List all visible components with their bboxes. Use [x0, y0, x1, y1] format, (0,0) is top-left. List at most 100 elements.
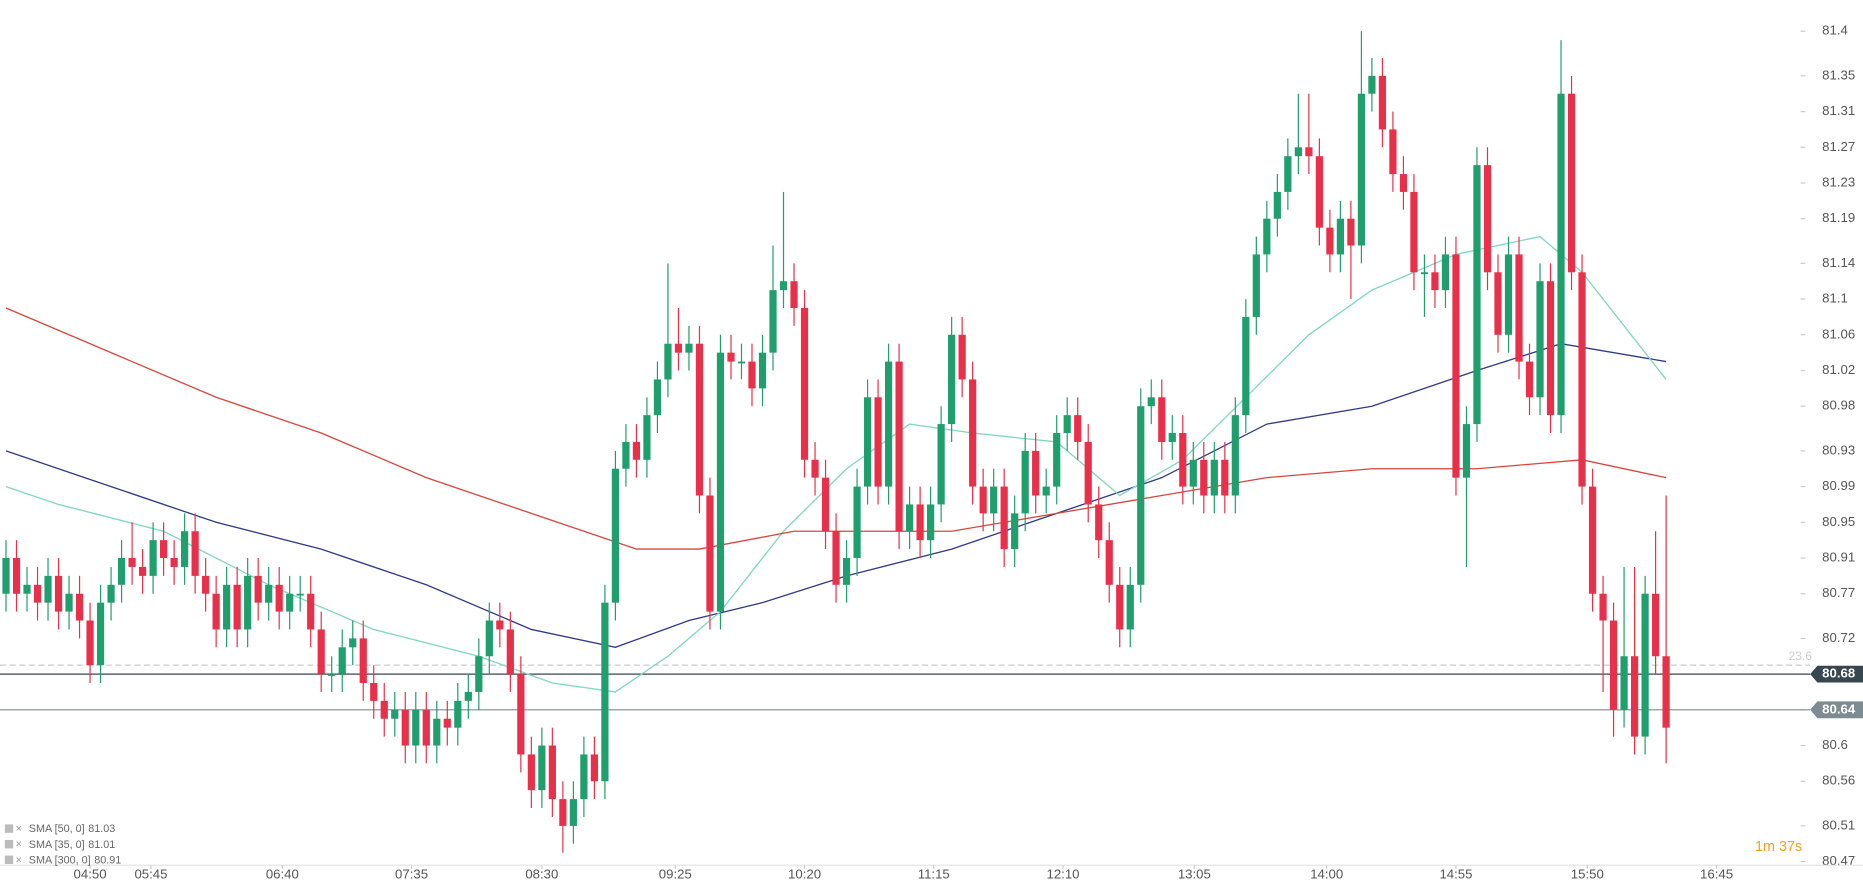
candle-body — [527, 754, 535, 791]
candle-body — [307, 593, 315, 630]
candle-body — [1305, 147, 1313, 157]
candle-body — [328, 674, 336, 676]
y-tick-label: 80.77 — [1822, 585, 1855, 600]
candle-body — [317, 629, 325, 675]
candle-body — [769, 290, 777, 353]
x-tick-label: 14:55 — [1439, 866, 1472, 881]
candle-body — [790, 281, 798, 308]
candle-body — [117, 558, 126, 585]
y-tick-label: 80.99 — [1822, 478, 1855, 493]
y-tick-label: 80.56 — [1822, 773, 1855, 788]
sma-line — [5, 307, 1667, 550]
x-tick-label: 15:50 — [1571, 866, 1604, 881]
candle-body — [927, 504, 935, 541]
candle-body — [86, 620, 94, 666]
candle-body — [496, 620, 504, 630]
candle-body — [653, 379, 662, 416]
candle-body — [1347, 218, 1355, 246]
y-tick-label: 80.47 — [1822, 853, 1855, 868]
candle-body — [706, 495, 714, 612]
candle-body — [1368, 75, 1376, 94]
candle-body — [12, 558, 21, 594]
price-tag — [1810, 665, 1863, 683]
candle-body — [664, 343, 672, 380]
candle-body — [1336, 218, 1344, 255]
candle-body — [1116, 584, 1124, 630]
candle-body — [1242, 316, 1250, 416]
candle-body — [674, 343, 683, 353]
candle-body — [895, 361, 903, 532]
legend-entry: SMA [50, 0] 81.03 — [29, 823, 115, 835]
x-tick-label: 05:45 — [134, 866, 167, 881]
candle-body — [727, 352, 735, 362]
candle-body — [1662, 656, 1670, 728]
candle-body — [23, 584, 31, 594]
candle-body — [443, 718, 451, 728]
candle-body — [475, 656, 483, 692]
candle-body — [1021, 450, 1029, 514]
candle-body — [1137, 406, 1145, 585]
candle-body — [948, 334, 956, 425]
legend-close: × — [16, 823, 22, 835]
candle-body — [1515, 254, 1523, 362]
y-tick-label: 81.02 — [1822, 362, 1855, 377]
x-tick-label: 11:15 — [918, 866, 950, 881]
candle-body — [1189, 459, 1197, 487]
candle-body — [1620, 656, 1628, 710]
candle-body — [296, 593, 304, 596]
candle-body — [1588, 486, 1597, 594]
candle-body — [1483, 165, 1492, 273]
candle-body — [1557, 93, 1565, 416]
candle-body — [1210, 459, 1218, 496]
candle-body — [1630, 656, 1639, 737]
candle-body — [485, 620, 493, 657]
candle-body — [1252, 254, 1260, 317]
y-tick-label: 81.19 — [1822, 210, 1855, 225]
candle-body — [632, 441, 641, 460]
candle-body — [349, 638, 357, 648]
legend-icon — [4, 855, 14, 864]
candle-body — [1074, 415, 1082, 442]
candle-body — [1410, 191, 1418, 273]
candle-body — [1389, 129, 1397, 175]
candle-body — [1578, 272, 1586, 487]
candle-body — [1326, 227, 1334, 255]
candle-body — [1231, 415, 1239, 496]
candle-body — [1567, 93, 1576, 273]
y-tick-label: 81.14 — [1822, 255, 1855, 270]
candle-body — [1284, 156, 1292, 192]
sma-line — [5, 235, 1667, 693]
candle-body — [937, 424, 945, 505]
candle-body — [906, 504, 914, 532]
candle-body — [1221, 459, 1229, 496]
x-tick-label: 06:40 — [266, 866, 299, 881]
price-tag-label: 80.64 — [1822, 701, 1856, 716]
y-tick-label: 81.4 — [1822, 23, 1848, 38]
candle-body — [979, 486, 987, 514]
candle-body — [1462, 424, 1471, 478]
legend-close: × — [16, 854, 22, 866]
candle-body — [969, 379, 977, 487]
candle-body — [1546, 281, 1555, 416]
candle-body — [737, 361, 746, 364]
candle-body — [853, 486, 861, 559]
candle-body — [506, 629, 514, 675]
x-tick-label: 08:30 — [525, 866, 558, 881]
candle-body — [821, 477, 830, 532]
candle-body — [254, 575, 262, 603]
y-tick-label: 81.35 — [1822, 67, 1855, 82]
legend-name: SMA [35, 0] — [29, 839, 85, 851]
candle-body — [884, 361, 893, 487]
candle-body — [758, 352, 767, 389]
legend-value: 81.01 — [88, 839, 115, 851]
candle-body — [265, 584, 273, 603]
candle-body — [75, 593, 84, 621]
legend-entry: SMA [300, 0] 80.91 — [29, 854, 121, 866]
candle-body — [44, 575, 52, 603]
candle-body — [1168, 433, 1176, 442]
y-tick-label: 80.98 — [1822, 398, 1855, 413]
candle-body — [1431, 272, 1439, 291]
legend-value: 80.91 — [94, 854, 121, 866]
sma-line — [5, 343, 1667, 648]
